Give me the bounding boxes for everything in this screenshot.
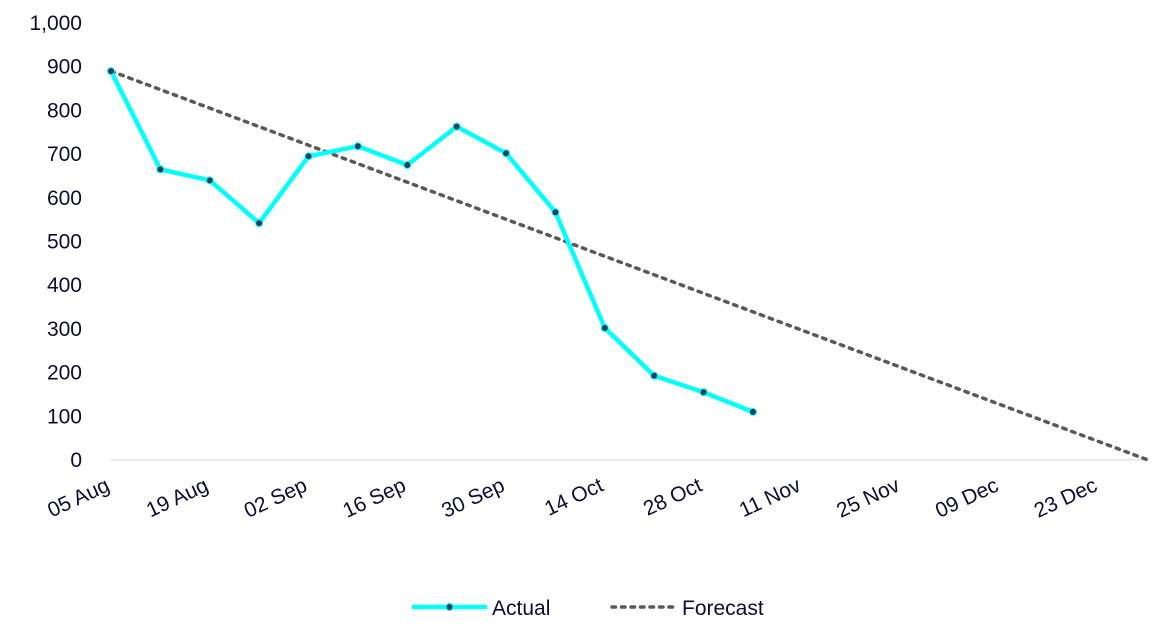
series-line-actual: [108, 68, 756, 415]
y-axis: 0 100 200 300 400 500 600 700 800 900 1,000: [29, 12, 82, 472]
y-tick-label: 700: [47, 143, 82, 166]
y-tick-label: 1,000: [29, 12, 82, 35]
y-tick-label: 400: [47, 274, 82, 297]
x-tick-label: 23 Dec: [1031, 474, 1101, 523]
data-point-actual: [156, 165, 165, 174]
y-tick-label: 900: [47, 56, 82, 79]
legend: Actual Forecast: [412, 597, 764, 620]
y-tick-label: 500: [47, 231, 82, 254]
y-tick-label: 600: [47, 187, 82, 210]
series-layer: [107, 67, 1150, 462]
y-tick-label: 800: [47, 99, 82, 122]
data-point-actual: [107, 67, 115, 76]
y-tick-label: 200: [47, 362, 82, 385]
y-tick-label: 100: [47, 405, 82, 428]
y-tick-label: 0: [70, 449, 82, 472]
data-point-actual: [699, 388, 708, 397]
data-point-actual: [255, 219, 264, 228]
legend-label-forecast: Forecast: [682, 597, 764, 620]
x-tick-label: 16 Sep: [339, 474, 409, 523]
data-point-actual: [403, 161, 412, 170]
data-point-actual: [502, 149, 511, 158]
data-point-actual: [650, 371, 659, 380]
data-point-actual: [452, 122, 461, 131]
x-tick-label: 28 Oct: [640, 474, 706, 521]
legend-label-actual: Actual: [492, 597, 550, 620]
x-tick-label: 14 Oct: [541, 474, 607, 521]
data-point-actual: [205, 176, 214, 185]
data-point-actual: [353, 142, 362, 151]
data-point-actual: [748, 407, 757, 416]
y-tick-label: 300: [47, 318, 82, 341]
x-tick-label: 05 Aug: [44, 474, 113, 522]
x-tick-label: 09 Dec: [932, 474, 1002, 523]
legend-marker-actual: [445, 603, 454, 611]
series-line-forecast: [109, 69, 1150, 462]
x-tick-label: 02 Sep: [241, 474, 311, 523]
data-point-actual: [600, 324, 609, 333]
data-point-actual: [551, 208, 560, 217]
data-point-actual: [304, 152, 313, 161]
x-tick-label: 30 Sep: [438, 474, 508, 523]
x-tick-label: 11 Nov: [736, 473, 805, 522]
x-tick-label: 25 Nov: [833, 473, 903, 522]
x-tick-label: 19 Aug: [143, 474, 212, 522]
x-axis: 05 Aug 19 Aug 02 Sep 16 Sep 30 Sep 14 Oct 28 O…: [44, 459, 1148, 523]
